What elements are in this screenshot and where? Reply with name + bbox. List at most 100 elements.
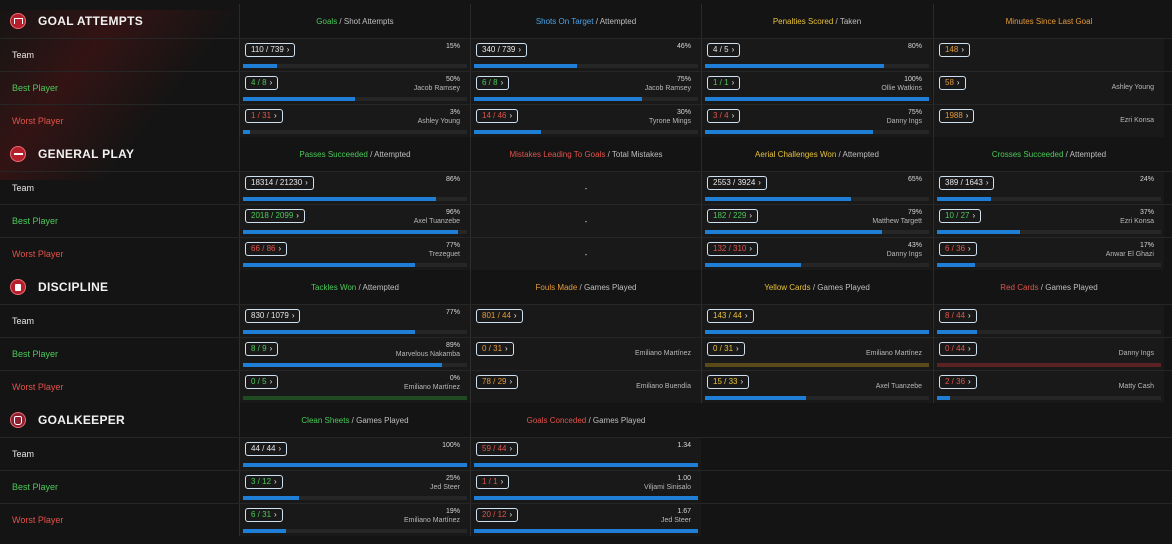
stat-value-button[interactable]: 1 / 1 › (707, 76, 741, 90)
stat-value-button[interactable]: 340 / 739 › (476, 43, 528, 57)
chevron-right-icon: › (500, 477, 504, 486)
chevron-right-icon: › (972, 211, 976, 220)
stat-value-button[interactable]: 58 › (939, 76, 966, 90)
row-label: Best Player (12, 349, 59, 359)
stat-value-button[interactable]: 2 / 36 › (939, 375, 977, 389)
stat-value-button[interactable]: 0 / 5 › (245, 375, 279, 389)
progress-track (243, 263, 467, 267)
stat-value-button[interactable]: 110 / 739 › (245, 43, 296, 57)
stat-value-button[interactable]: 1 / 1 › (476, 475, 510, 489)
chevron-right-icon: › (274, 111, 277, 120)
stat-percentage: 100% (904, 76, 922, 83)
section-header: GENERAL PLAY Passes Succeeded / Attempted… (0, 137, 1172, 171)
column-header-highlight: Goals (316, 16, 338, 26)
stat-value-button[interactable]: 830 / 1079 › (245, 309, 301, 323)
stat-value: 0 / 31 (713, 344, 734, 353)
stat-value-button[interactable]: 6 / 31 › (245, 508, 283, 522)
stat-value-button[interactable]: 2553 / 3924 › (707, 176, 767, 190)
player-name: Ashley Young (417, 118, 460, 125)
stat-value-button[interactable]: 20 / 12 › (476, 508, 519, 522)
stat-value-button[interactable]: 3 / 12 › (245, 475, 283, 489)
stat-percentage: 50% (445, 76, 460, 83)
stat-value-button[interactable]: 78 / 29 › (476, 375, 519, 389)
stats-row-best: Best Player 8 / 9 › 89% Marvelous Nakamba 0 /… (0, 337, 1172, 370)
progress-track (474, 463, 698, 467)
column-header: Penalties Scored / Taken (701, 4, 932, 38)
progress-track (705, 363, 929, 367)
player-name: Jed Steer (430, 484, 460, 491)
stat-cell: 58 › Ashley Young (933, 72, 1164, 104)
glove-icon (10, 412, 26, 428)
progress-track (243, 197, 467, 201)
stat-percentage: 75% (907, 109, 922, 116)
chevron-right-icon: › (278, 244, 282, 253)
section-goal-attempts: GOAL ATTEMPTS Goals / Shot Attempts Shots … (0, 4, 1172, 137)
player-name: Jed Steer (661, 517, 691, 524)
player-name: Danny Ings (886, 118, 922, 125)
stat-value-button[interactable]: 0 / 44 › (939, 342, 977, 356)
chevron-right-icon: › (968, 311, 971, 320)
stats-row-worst: Worst Player 66 / 86 › 77% Trezeguet -132 / 3… (0, 237, 1172, 270)
stat-value-button[interactable]: 6 / 8 › (476, 76, 510, 90)
progress-track (937, 330, 1161, 334)
stat-percentage: 1.34 (677, 442, 691, 449)
stat-percentage: 17% (1139, 242, 1154, 249)
progress-fill (937, 263, 976, 267)
stat-value-button[interactable]: 18314 / 21230 › (245, 176, 314, 190)
stat-value-button[interactable]: 0 / 31 › (707, 342, 745, 356)
column-header: Yellow Cards / Games Played (701, 270, 932, 304)
player-name: Danny Ings (886, 251, 922, 258)
section-title: DISCIPLINE (10, 270, 108, 304)
stat-value-button[interactable]: 3 / 4 › (707, 109, 741, 123)
stat-value-button[interactable]: 15 / 33 › (707, 375, 750, 389)
stat-value-button[interactable]: 801 / 44 › (476, 309, 523, 323)
chevron-right-icon: › (744, 311, 748, 320)
stat-value-button[interactable]: 10 / 27 › (939, 209, 982, 223)
progress-track (474, 529, 698, 533)
stat-value-button[interactable]: 8 / 9 › (245, 342, 279, 356)
section-general-play: GENERAL PLAY Passes Succeeded / Attempted… (0, 137, 1172, 270)
stat-value-button[interactable]: 132 / 310 › (707, 242, 759, 256)
stat-value-button[interactable]: 1988 › (939, 109, 975, 123)
stat-value: 6 / 8 (482, 78, 498, 87)
progress-fill (705, 130, 873, 134)
progress-track (705, 330, 929, 334)
stat-value-button[interactable]: 14 / 46 › (476, 109, 519, 123)
progress-track (243, 363, 467, 367)
progress-fill (243, 463, 467, 467)
stat-value-button[interactable]: 6 / 36 › (939, 242, 977, 256)
stat-percentage: 3% (449, 109, 460, 116)
stat-value-button[interactable]: 44 / 44 › (245, 442, 288, 456)
column-header: Crosses Succeeded / Attempted (933, 137, 1164, 171)
progress-fill (243, 64, 277, 68)
progress-track (705, 263, 929, 267)
empty-value: - (584, 216, 588, 226)
stat-value-button[interactable]: 59 / 44 › (476, 442, 519, 456)
stat-value: 2 / 36 (945, 377, 966, 386)
stat-value-button[interactable]: 389 / 1643 › (939, 176, 995, 190)
stat-value-button[interactable]: 4 / 8 › (245, 76, 279, 90)
player-name: Viljami Sinisalo (644, 484, 691, 491)
stat-percentage: 43% (907, 242, 922, 249)
stats-row-best: Best Player 4 / 8 › 50% Jacob Ramsey 6 / 8 › 75… (0, 71, 1172, 104)
stat-value-button[interactable]: 1 / 31 › (245, 109, 283, 123)
stat-value-button[interactable]: 8 / 44 › (939, 309, 977, 323)
stat-cell: 15 / 33 › Axel Tuanzebe (701, 371, 932, 403)
stat-value-button[interactable]: 143 / 44 › (707, 309, 754, 323)
chevron-right-icon: › (740, 377, 744, 386)
stat-value: 6 / 31 (251, 510, 272, 519)
stat-value-button[interactable]: 4 / 5 › (707, 43, 741, 57)
stat-value-button[interactable]: 182 / 229 › (707, 209, 759, 223)
stat-cell: 3 / 12 › 25% Jed Steer (239, 471, 470, 503)
stat-value-button[interactable]: 2018 / 2099 › (245, 209, 305, 223)
stat-cell: 1 / 1 › 100% Ollie Watkins (701, 72, 932, 104)
stat-value: 59 / 44 (482, 444, 507, 453)
stat-value-button[interactable]: 0 / 31 › (476, 342, 514, 356)
stat-value-button[interactable]: 148 › (939, 43, 971, 57)
stat-value-button[interactable]: 66 / 86 › (245, 242, 288, 256)
column-header: Red Cards / Games Played (933, 270, 1164, 304)
stat-cell: 340 / 739 › 46% (470, 39, 701, 71)
stat-cell: 0 / 31 › Emiliano Martínez (470, 338, 701, 370)
column-header-highlight: Minutes Since Last Goal (1005, 16, 1093, 26)
stat-value: 148 (945, 45, 959, 54)
